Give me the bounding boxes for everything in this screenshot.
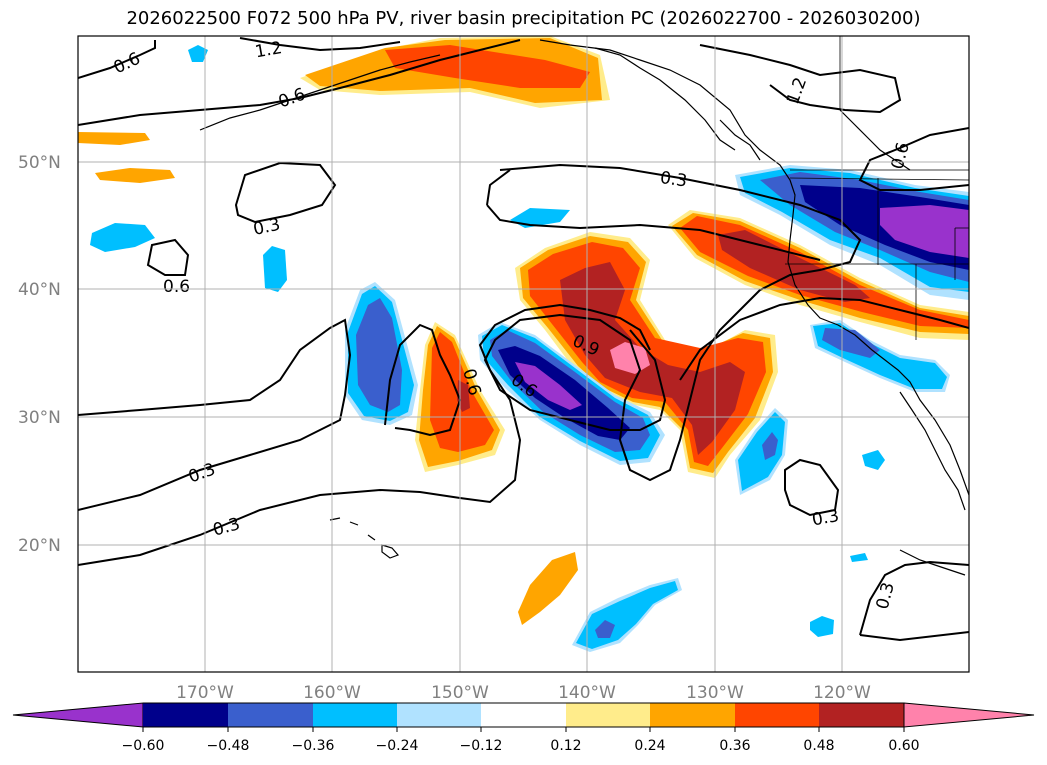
colorbar-tick-label: 0.60 — [888, 738, 919, 754]
positive-patch-west — [78, 132, 150, 145]
positive-anomaly-gulf-of-alaska — [300, 36, 610, 108]
colorbar-tick-label: 0.24 — [634, 738, 665, 754]
colorbar-tick-label: 0.48 — [803, 738, 834, 754]
contour-label: 0.3 — [251, 215, 282, 240]
colorbar-segment — [143, 703, 228, 727]
colorbar-segment — [566, 703, 650, 727]
longitude-labels: 170°W 160°W 150°W 140°W 130°W 120°W — [176, 683, 871, 703]
lat-label: 30°N — [18, 408, 61, 428]
lat-label: 50°N — [18, 153, 61, 173]
contour-label: 1.2 — [253, 38, 283, 62]
latitude-labels: 50°N 40°N 30°N 20°N — [18, 153, 61, 556]
negative-patch-central-west — [263, 246, 287, 292]
colorbar-segment — [481, 703, 566, 727]
lon-label: 140°W — [558, 683, 616, 703]
colorbar: −0.60 −0.48 −0.36 −0.24 −0.12 0.12 0.24 … — [12, 702, 1035, 754]
colorbar-segment — [650, 703, 735, 727]
contour-labels: 0.6 1.2 0.6 1.2 0.3 0.6 0.3 0.6 0.9 0.6 … — [111, 38, 914, 611]
positive-patch-west-2 — [95, 168, 175, 183]
negative-anomaly-pacific-northwest — [735, 165, 969, 300]
negative-anomaly-south — [572, 553, 868, 652]
contour-label: 0.3 — [186, 459, 218, 487]
colorbar-extend-min — [12, 702, 144, 728]
colorbar-tick-label: −0.12 — [460, 738, 503, 754]
colorbar-tick-label: −0.24 — [376, 738, 419, 754]
contour-label: 0.6 — [276, 84, 308, 112]
lon-label: 160°W — [303, 683, 361, 703]
lon-label: 120°W — [813, 683, 871, 703]
colorbar-extend-max — [903, 702, 1035, 728]
negative-patch-west — [90, 223, 155, 252]
negative-anomaly-west-column — [345, 282, 418, 425]
colorbar-segment — [313, 703, 397, 727]
lat-label: 40°N — [18, 280, 61, 300]
colorbar-tick-label: −0.36 — [292, 738, 335, 754]
colorbar-segment — [819, 703, 904, 727]
negative-patch-north-pacific — [510, 208, 570, 228]
gridlines — [78, 36, 969, 672]
state-borders — [785, 36, 969, 340]
colorbar-segment — [735, 703, 819, 727]
colorbar-tick-label: 0.36 — [719, 738, 750, 754]
contour-label: 0.6 — [111, 49, 144, 79]
lon-label: 170°W — [176, 683, 234, 703]
colorbar-tick-label: −0.48 — [207, 738, 250, 754]
contour-label: 0.6 — [888, 140, 914, 171]
lat-label: 20°N — [18, 536, 61, 556]
contour-label: 0.3 — [211, 514, 242, 540]
colorbar-tick-label: 0.12 — [550, 738, 581, 754]
coastlines — [199, 39, 969, 576]
contour-label: 0.6 — [163, 277, 190, 297]
precipitation-field — [78, 36, 969, 652]
lon-label: 150°W — [431, 683, 489, 703]
negative-patch-small-north — [188, 45, 208, 62]
map-title: 2026022500 F072 500 hPa PV, river basin … — [126, 8, 921, 29]
contour-label: 0.3 — [659, 168, 689, 192]
colorbar-segment — [228, 703, 313, 727]
contour-label: 1.2 — [783, 75, 811, 107]
map-frame — [77, 35, 970, 673]
lon-label: 130°W — [686, 683, 744, 703]
colorbar-tick-label: −0.60 — [122, 738, 165, 754]
colorbar-segment — [397, 703, 481, 727]
positive-anomaly-south — [518, 552, 578, 625]
contour-label: 0.3 — [810, 506, 840, 530]
contour-label: 0.3 — [873, 580, 899, 611]
